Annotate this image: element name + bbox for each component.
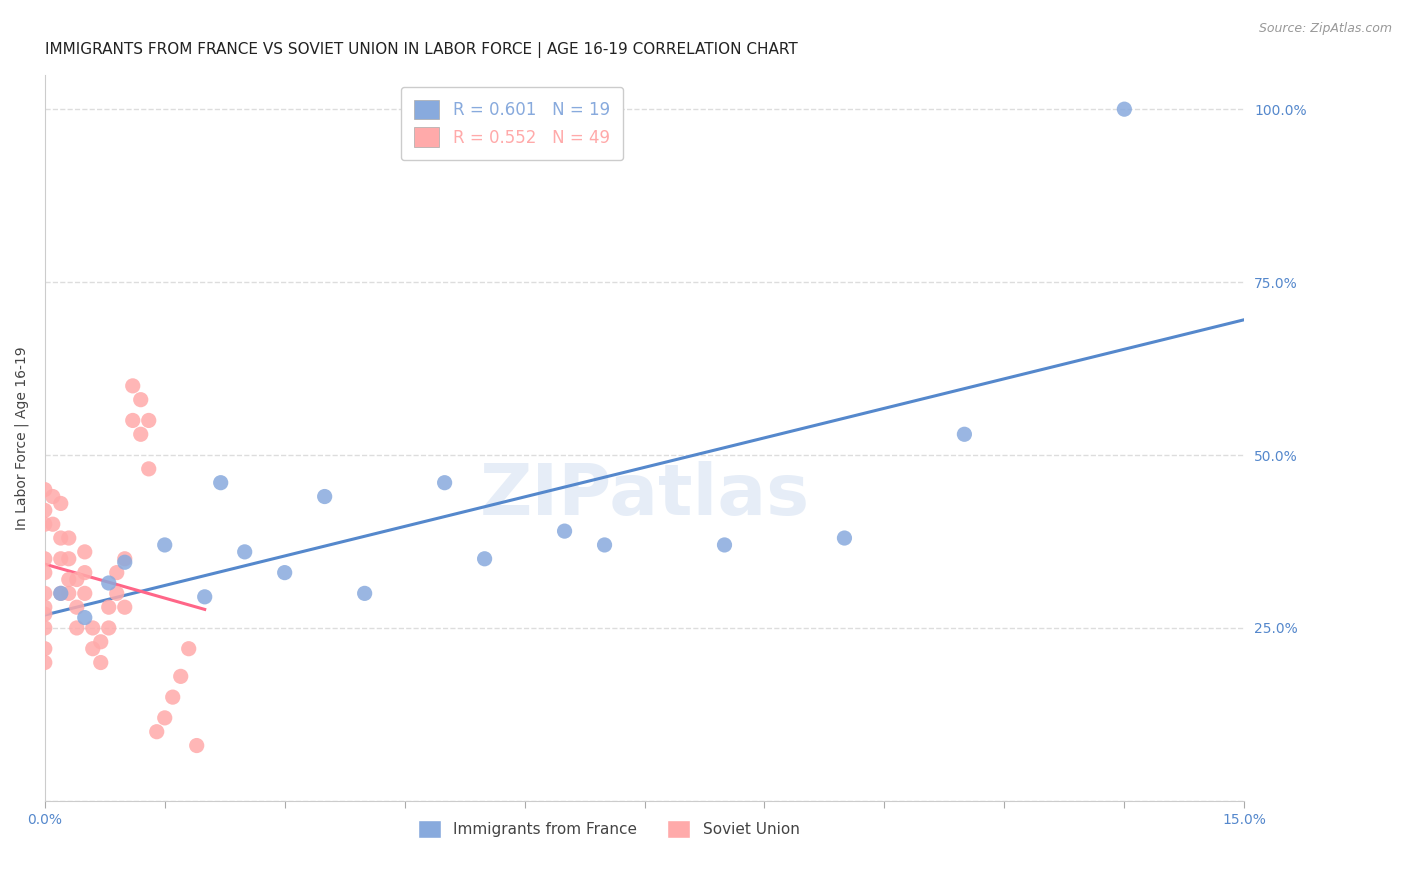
Point <box>49 551 72 566</box>
Point <box>433 475 456 490</box>
Point <box>42 490 65 504</box>
Point <box>82 621 104 635</box>
Point <box>34 656 56 670</box>
Point <box>82 641 104 656</box>
Point <box>186 739 208 753</box>
Point <box>34 483 56 497</box>
Point <box>66 573 89 587</box>
Point <box>58 573 80 587</box>
Point <box>34 551 56 566</box>
Point <box>1114 102 1136 116</box>
Point <box>114 600 136 615</box>
Point <box>114 555 136 569</box>
Point <box>953 427 976 442</box>
Point <box>34 621 56 635</box>
Point <box>49 586 72 600</box>
Point <box>121 413 143 427</box>
Text: Source: ZipAtlas.com: Source: ZipAtlas.com <box>1258 22 1392 36</box>
Point <box>121 379 143 393</box>
Point <box>49 496 72 510</box>
Point <box>233 545 256 559</box>
Point <box>138 413 160 427</box>
Point <box>34 586 56 600</box>
Point <box>834 531 856 545</box>
Point <box>66 600 89 615</box>
Point <box>554 524 576 538</box>
Point <box>105 586 128 600</box>
Point <box>153 538 176 552</box>
Y-axis label: In Labor Force | Age 16-19: In Labor Force | Age 16-19 <box>15 346 30 530</box>
Point <box>162 690 184 705</box>
Point <box>73 545 96 559</box>
Legend: Immigrants from France, Soviet Union: Immigrants from France, Soviet Union <box>412 814 806 844</box>
Point <box>73 610 96 624</box>
Text: IMMIGRANTS FROM FRANCE VS SOVIET UNION IN LABOR FORCE | AGE 16-19 CORRELATION CH: IMMIGRANTS FROM FRANCE VS SOVIET UNION I… <box>45 42 797 58</box>
Point <box>273 566 295 580</box>
Point <box>353 586 375 600</box>
Point <box>129 392 152 407</box>
Text: ZIPatlas: ZIPatlas <box>479 461 810 531</box>
Point <box>90 634 112 648</box>
Point <box>170 669 193 683</box>
Point <box>73 586 96 600</box>
Point <box>34 607 56 621</box>
Point <box>34 517 56 532</box>
Point <box>49 531 72 545</box>
Point <box>97 576 120 591</box>
Point <box>49 586 72 600</box>
Point <box>66 621 89 635</box>
Point <box>34 641 56 656</box>
Point <box>593 538 616 552</box>
Point <box>177 641 200 656</box>
Point <box>73 566 96 580</box>
Point <box>474 551 496 566</box>
Point <box>713 538 735 552</box>
Point <box>145 724 167 739</box>
Point <box>153 711 176 725</box>
Point <box>138 462 160 476</box>
Point <box>314 490 336 504</box>
Point <box>58 531 80 545</box>
Point <box>34 566 56 580</box>
Point <box>97 621 120 635</box>
Point <box>90 656 112 670</box>
Point <box>58 586 80 600</box>
Point <box>209 475 232 490</box>
Point <box>194 590 217 604</box>
Point <box>129 427 152 442</box>
Point <box>114 551 136 566</box>
Point <box>58 551 80 566</box>
Point <box>105 566 128 580</box>
Point <box>42 517 65 532</box>
Point <box>97 600 120 615</box>
Point <box>34 600 56 615</box>
Point <box>34 503 56 517</box>
